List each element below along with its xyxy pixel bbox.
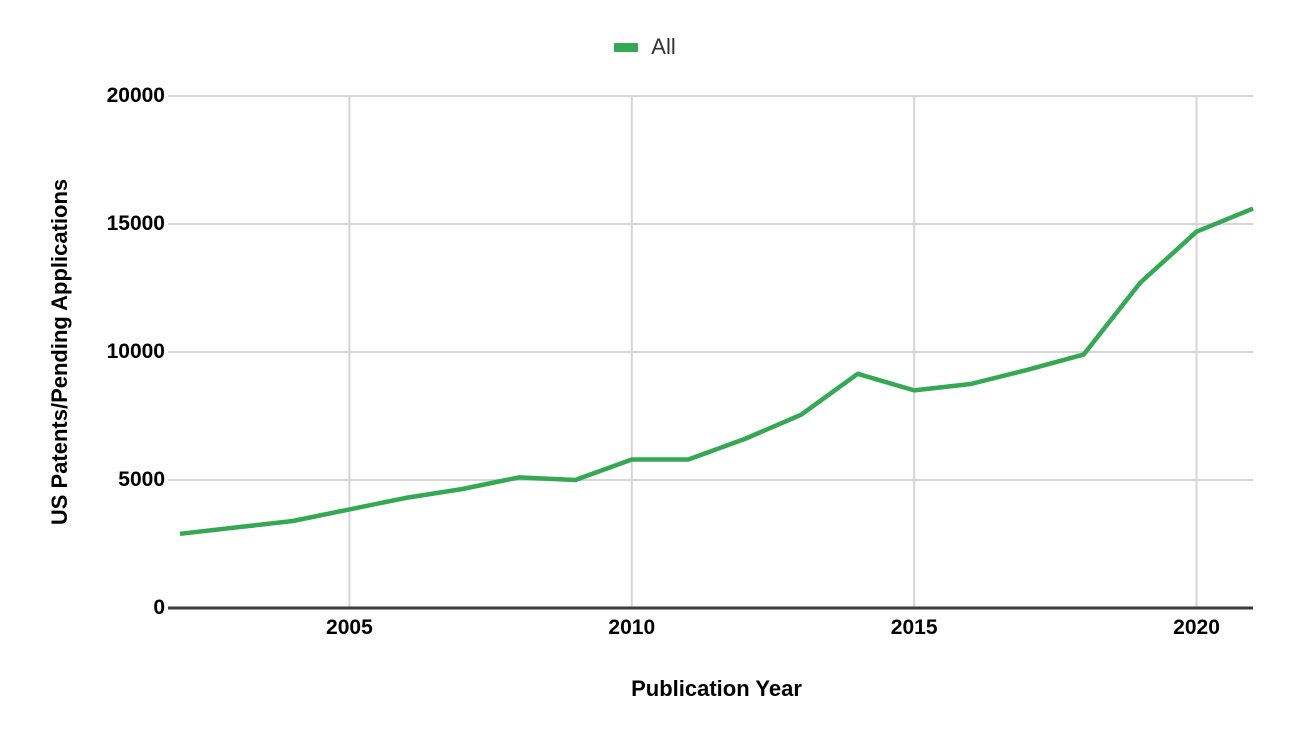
x-axis-title: Publication Year [631, 676, 802, 701]
legend-color-swatch [614, 42, 639, 52]
y-axis-tick-label: 0 [153, 596, 165, 619]
x-axis-tick-label: 2005 [326, 616, 373, 639]
x-axis-tick-label: 2020 [1173, 616, 1220, 639]
y-axis-tick-label: 10000 [106, 340, 165, 363]
legend: All [0, 34, 1290, 60]
x-axis-tick-label: 2015 [890, 616, 938, 639]
x-axis-tick-label: 2010 [608, 616, 656, 639]
y-axis-tick-label: 5000 [118, 468, 165, 491]
series-line-all [179, 206, 1254, 537]
legend-label: All [651, 34, 676, 59]
y-axis-tick-label: 20000 [106, 84, 165, 107]
y-axis-tick-label: 15000 [106, 212, 165, 235]
